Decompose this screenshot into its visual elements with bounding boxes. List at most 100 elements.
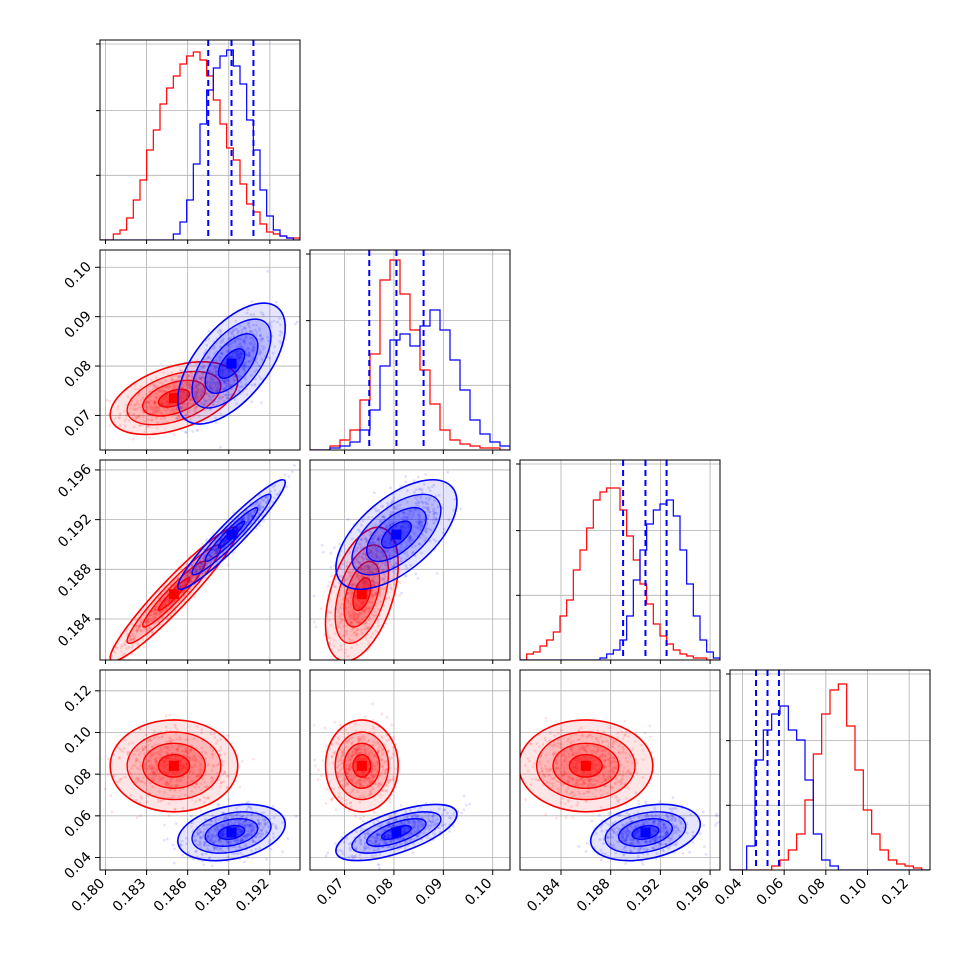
scatter-point [140,621,143,624]
scatter-point [184,381,188,385]
scatter-point [258,505,262,509]
scatter-point [240,329,244,332]
scatter-point [367,551,371,555]
scatter-point [186,392,189,396]
scatter-point [214,370,218,374]
scatter-point [268,322,271,326]
scatter-point [424,500,428,504]
scatter-point [377,509,380,512]
scatter-point [155,406,158,410]
scatter-point [414,488,418,492]
scatter-point [178,789,182,792]
scatter-point [164,607,168,611]
scatter-point [160,381,164,385]
scatter-point [357,555,361,559]
scatter-point [373,610,377,614]
scatter-point [184,430,188,434]
scatter-point [432,512,436,515]
x-tick-label: 0.183 [110,876,150,916]
scatter-point [255,368,259,372]
scatter-point [132,632,135,636]
scatter-point [405,516,409,519]
scatter-point [125,629,128,633]
scatter-point [229,342,233,346]
scatter-point [146,401,150,404]
scatter-point [155,395,159,399]
scatter-point [418,522,422,526]
scatter-point [215,386,219,389]
scatter-point [370,570,374,574]
scatter-point [349,575,352,578]
scatter-point [371,546,375,550]
scatter-point [213,365,216,368]
density-peak [168,393,179,404]
scatter-point [347,610,351,614]
scatter-point [257,504,261,508]
scatter-point [366,584,370,587]
scatter-point [389,553,392,557]
scatter-point [138,424,142,427]
scatter-point [352,609,356,613]
scatter-point [163,417,167,421]
scatter-point [242,340,246,344]
scatter-point [269,847,273,851]
scatter-point [118,757,121,760]
scatter-point [385,716,389,719]
scatter-point [225,349,229,353]
scatter-point [340,621,343,625]
scatter-point [357,599,361,603]
scatter-point [259,311,263,314]
scatter-point [207,797,211,800]
scatter-point [134,417,138,421]
scatter-point [399,503,402,507]
scatter-point [147,402,151,405]
scatter-point [214,544,217,548]
scatter-point [210,555,213,559]
scatter-point [222,387,226,391]
scatter-point [214,369,218,373]
scatter-point [221,379,225,383]
scatter-point [172,405,176,409]
scatter-point [424,527,428,531]
scatter-point [163,823,166,827]
scatter-point [353,611,357,615]
scatter-point [351,614,354,618]
scatter-point [253,508,256,512]
scatter-point [254,502,258,506]
scatter-point [194,569,197,573]
scatter-point [425,502,428,506]
scatter-point [391,520,394,524]
scatter-point [179,404,183,407]
scatter-point [395,507,398,511]
scatter-point [408,508,412,512]
scatter-point [348,551,352,554]
scatter-point [223,399,226,403]
scatter-point [190,564,194,568]
scatter-point [129,634,132,638]
scatter-point [170,403,174,407]
scatter-point [136,399,139,403]
scatter-point [400,591,403,595]
scatter-point [406,500,409,504]
scatter-point [359,816,362,820]
scatter-point [153,401,157,405]
scatter-point [266,335,269,339]
scatter-point [241,366,245,370]
histogram-blue [310,309,510,450]
scatter-point [150,776,154,780]
scatter-point [368,569,372,573]
scatter-point [209,378,213,381]
scatter-point [135,630,139,633]
scatter-point [386,549,389,552]
scatter-point [124,403,128,407]
scatter-point [143,420,146,423]
scatter-point [96,685,99,688]
scatter-point [459,507,463,511]
scatter-point [367,552,371,556]
scatter-point [232,368,236,372]
scatter-point [432,515,436,519]
scatter-point [149,389,152,393]
scatter-point [397,555,401,559]
scatter-point [145,628,149,632]
scatter-point [194,405,198,409]
